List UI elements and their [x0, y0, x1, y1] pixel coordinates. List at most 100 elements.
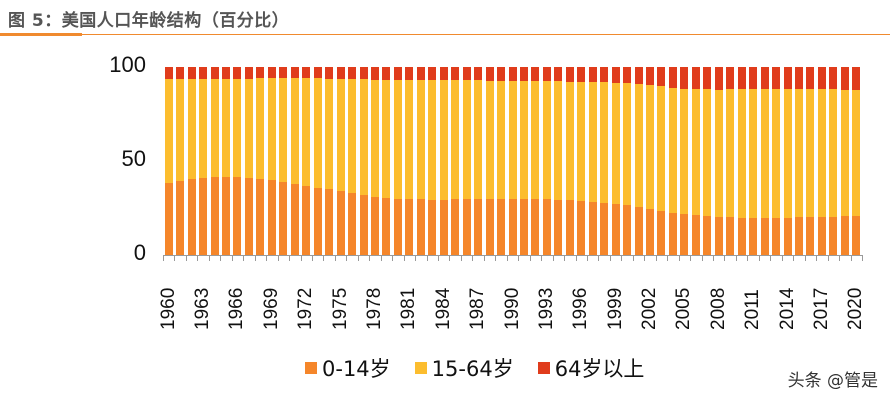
bar-1974	[325, 67, 334, 255]
bar-segment	[348, 192, 357, 255]
x-tick	[690, 255, 692, 261]
x-tick-label: 1981	[398, 287, 420, 330]
bar-segment	[840, 89, 849, 217]
x-tick	[850, 255, 852, 261]
x-tick	[701, 255, 703, 261]
bar-segment	[588, 82, 597, 202]
bar-segment	[772, 217, 781, 255]
bar-segment	[474, 67, 483, 81]
bar-2020	[852, 67, 861, 255]
bar-segment	[565, 67, 574, 82]
bar-segment	[290, 67, 299, 79]
x-tick	[472, 255, 474, 261]
x-tick	[747, 255, 749, 261]
x-tick	[644, 255, 646, 261]
bar-segment	[393, 79, 402, 199]
x-tick	[208, 255, 210, 261]
bar-1982	[416, 67, 425, 255]
x-tick-label: 1987	[467, 287, 489, 330]
bar-segment	[680, 89, 689, 215]
x-tick-label: 2014	[776, 287, 798, 330]
legend-swatch-15-64	[414, 362, 427, 374]
x-tick	[804, 255, 806, 261]
bar-segment	[714, 67, 723, 90]
legend-item-0-14: 0-14岁	[305, 353, 391, 383]
x-tick-label: 1978	[363, 287, 385, 330]
bar-segment	[760, 217, 769, 255]
bar-2008	[714, 67, 723, 255]
bar-segment	[428, 67, 437, 80]
bar-1990	[508, 67, 517, 255]
bar-segment	[370, 79, 379, 197]
bar-2003	[657, 67, 666, 255]
x-tick	[839, 255, 841, 261]
bar-2017	[817, 67, 826, 255]
bar-segment	[691, 89, 700, 215]
y-tick-50: 50	[121, 146, 146, 171]
bar-segment	[623, 205, 632, 255]
bar-segment	[439, 67, 448, 80]
title-divider-accent	[0, 33, 82, 36]
x-tick-label: 2011	[742, 289, 764, 330]
bar-segment	[726, 89, 735, 218]
bar-segment	[531, 67, 540, 82]
x-tick	[392, 255, 394, 261]
bar-segment	[313, 187, 322, 255]
bar-segment	[772, 67, 781, 90]
bar-segment	[267, 179, 276, 255]
x-tick	[862, 255, 863, 261]
bar-segment	[749, 67, 758, 90]
bar-segment	[565, 81, 574, 201]
bar-segment	[210, 176, 219, 255]
bar-segment	[829, 67, 838, 90]
bar-segment	[439, 79, 448, 200]
x-tick	[449, 255, 451, 261]
bar-segment	[302, 67, 311, 79]
bar-segment	[657, 210, 666, 255]
bar-1998	[600, 67, 609, 255]
bar-segment	[531, 198, 540, 255]
bar-segment	[302, 78, 311, 186]
x-tick	[586, 255, 588, 261]
x-tick-label: 1975	[329, 287, 351, 330]
bar-segment	[817, 67, 826, 90]
x-tick	[380, 255, 382, 261]
x-tick-label: 1966	[226, 287, 248, 330]
bar-segment	[646, 67, 654, 86]
x-tick	[243, 255, 245, 261]
bar-segment	[714, 89, 723, 217]
bar-segment	[680, 214, 689, 255]
legend: 0-14岁 15-64岁 64岁以上	[305, 353, 668, 383]
bar-segment	[508, 198, 517, 255]
x-tick	[667, 255, 669, 261]
bar-segment	[623, 67, 632, 84]
x-tick	[197, 255, 199, 261]
bar-segment	[760, 67, 769, 90]
x-tick	[518, 255, 520, 261]
bar-segment	[359, 79, 368, 195]
bar-segment	[829, 89, 838, 217]
bar-segment	[393, 198, 402, 255]
bar-segment	[176, 180, 185, 255]
bar-segment	[348, 67, 357, 80]
x-tick	[575, 255, 577, 261]
bar-segment	[749, 89, 758, 218]
bar-segment	[325, 78, 334, 190]
bar-segment	[657, 67, 666, 87]
x-tick	[163, 255, 164, 261]
bar-segment	[290, 78, 299, 184]
bar-segment	[416, 79, 425, 200]
bar-segment	[416, 199, 425, 255]
bar-segment	[405, 198, 414, 255]
bar-segment	[497, 198, 506, 255]
bar-segment	[577, 200, 586, 255]
bar-1984	[439, 67, 448, 255]
bar-segment	[508, 67, 517, 81]
x-tick	[724, 255, 726, 261]
bar-segment	[577, 67, 586, 82]
bar-segment	[336, 78, 345, 192]
legend-swatch-65-plus	[537, 362, 550, 374]
bar-1986	[462, 67, 471, 255]
x-tick-label: 1969	[260, 287, 282, 330]
bar-segment	[302, 185, 311, 255]
